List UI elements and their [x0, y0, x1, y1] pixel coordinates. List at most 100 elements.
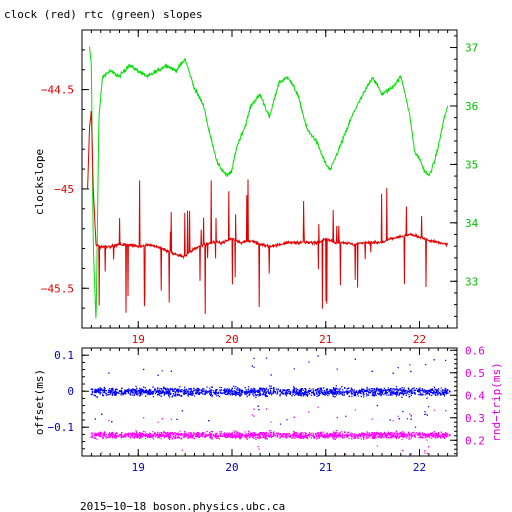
data-point — [158, 437, 161, 439]
data-point — [250, 390, 252, 392]
data-point — [376, 431, 378, 433]
data-point — [125, 393, 127, 395]
data-point — [378, 435, 380, 437]
data-point — [449, 390, 451, 392]
data-point — [177, 433, 179, 435]
data-point — [247, 390, 249, 393]
data-point — [310, 389, 312, 391]
data-point — [429, 394, 431, 396]
data-point — [315, 389, 317, 391]
data-point — [321, 392, 323, 394]
data-point — [177, 394, 179, 396]
data-point — [413, 389, 415, 391]
data-point — [272, 435, 274, 437]
data-point — [139, 389, 141, 391]
data-point — [262, 436, 264, 438]
data-point — [338, 393, 340, 395]
data-point — [165, 435, 167, 437]
data-point — [361, 389, 363, 391]
data-point — [214, 436, 216, 438]
data-point — [163, 390, 165, 393]
data-point — [127, 390, 129, 392]
data-point — [353, 436, 355, 438]
data-point — [179, 394, 181, 396]
data-point — [357, 392, 359, 394]
data-point — [350, 387, 353, 389]
data-point — [319, 392, 321, 395]
data-point — [169, 392, 171, 395]
data-point — [147, 390, 149, 392]
data-point — [285, 395, 287, 397]
data-point — [305, 394, 307, 396]
data-point — [236, 393, 238, 395]
data-point — [206, 430, 208, 433]
data-point — [146, 392, 148, 394]
data-point — [189, 393, 191, 395]
data-point — [108, 394, 110, 396]
data-point — [248, 386, 250, 388]
data-point — [133, 392, 135, 394]
data-point — [218, 438, 221, 440]
data-point — [185, 434, 187, 436]
data-point — [134, 434, 136, 436]
data-point — [293, 387, 295, 389]
data-point — [99, 434, 101, 436]
data-point — [161, 391, 163, 393]
data-point — [101, 389, 103, 391]
data-point — [256, 434, 258, 436]
data-point — [353, 435, 355, 437]
data-point — [130, 388, 132, 391]
data-point — [369, 390, 371, 392]
data-point — [343, 394, 345, 396]
data-point — [326, 388, 328, 390]
data-point — [208, 434, 210, 436]
data-point — [428, 406, 430, 408]
data-point — [360, 391, 362, 393]
data-point — [134, 393, 136, 395]
data-point — [224, 391, 226, 393]
data-point — [402, 394, 404, 396]
data-point — [105, 394, 107, 396]
data-point — [282, 433, 284, 435]
data-point — [181, 395, 183, 397]
data-point — [376, 404, 378, 407]
data-point — [300, 389, 302, 391]
data-point — [200, 390, 202, 392]
data-point — [103, 391, 105, 393]
data-point — [196, 387, 198, 389]
data-point — [154, 432, 156, 434]
data-point — [342, 391, 345, 393]
data-point — [404, 389, 406, 391]
data-point — [193, 395, 196, 397]
data-point — [204, 435, 206, 438]
data-point — [253, 390, 255, 392]
data-point — [386, 392, 388, 394]
data-point — [117, 435, 119, 437]
data-point — [361, 390, 363, 392]
data-point — [154, 388, 156, 390]
data-point — [334, 391, 336, 393]
top-x-axis: 19 20 21 22 — [90, 30, 449, 346]
data-point — [136, 392, 138, 394]
data-point — [335, 436, 337, 438]
data-point — [329, 389, 331, 391]
data-point — [362, 391, 364, 394]
data-point — [406, 435, 408, 437]
data-point — [408, 396, 410, 398]
data-point — [152, 431, 154, 433]
data-point — [99, 389, 101, 391]
data-point — [389, 437, 391, 439]
data-point — [196, 434, 198, 436]
data-point — [236, 389, 238, 391]
data-point — [238, 390, 240, 392]
data-point — [414, 393, 416, 395]
data-point — [152, 396, 154, 398]
data-point — [414, 433, 416, 435]
data-point — [429, 437, 431, 439]
data-point — [268, 435, 270, 437]
data-point — [353, 433, 355, 435]
data-point — [257, 445, 259, 448]
data-point — [107, 392, 109, 394]
data-point — [253, 408, 255, 410]
data-point — [295, 434, 297, 436]
